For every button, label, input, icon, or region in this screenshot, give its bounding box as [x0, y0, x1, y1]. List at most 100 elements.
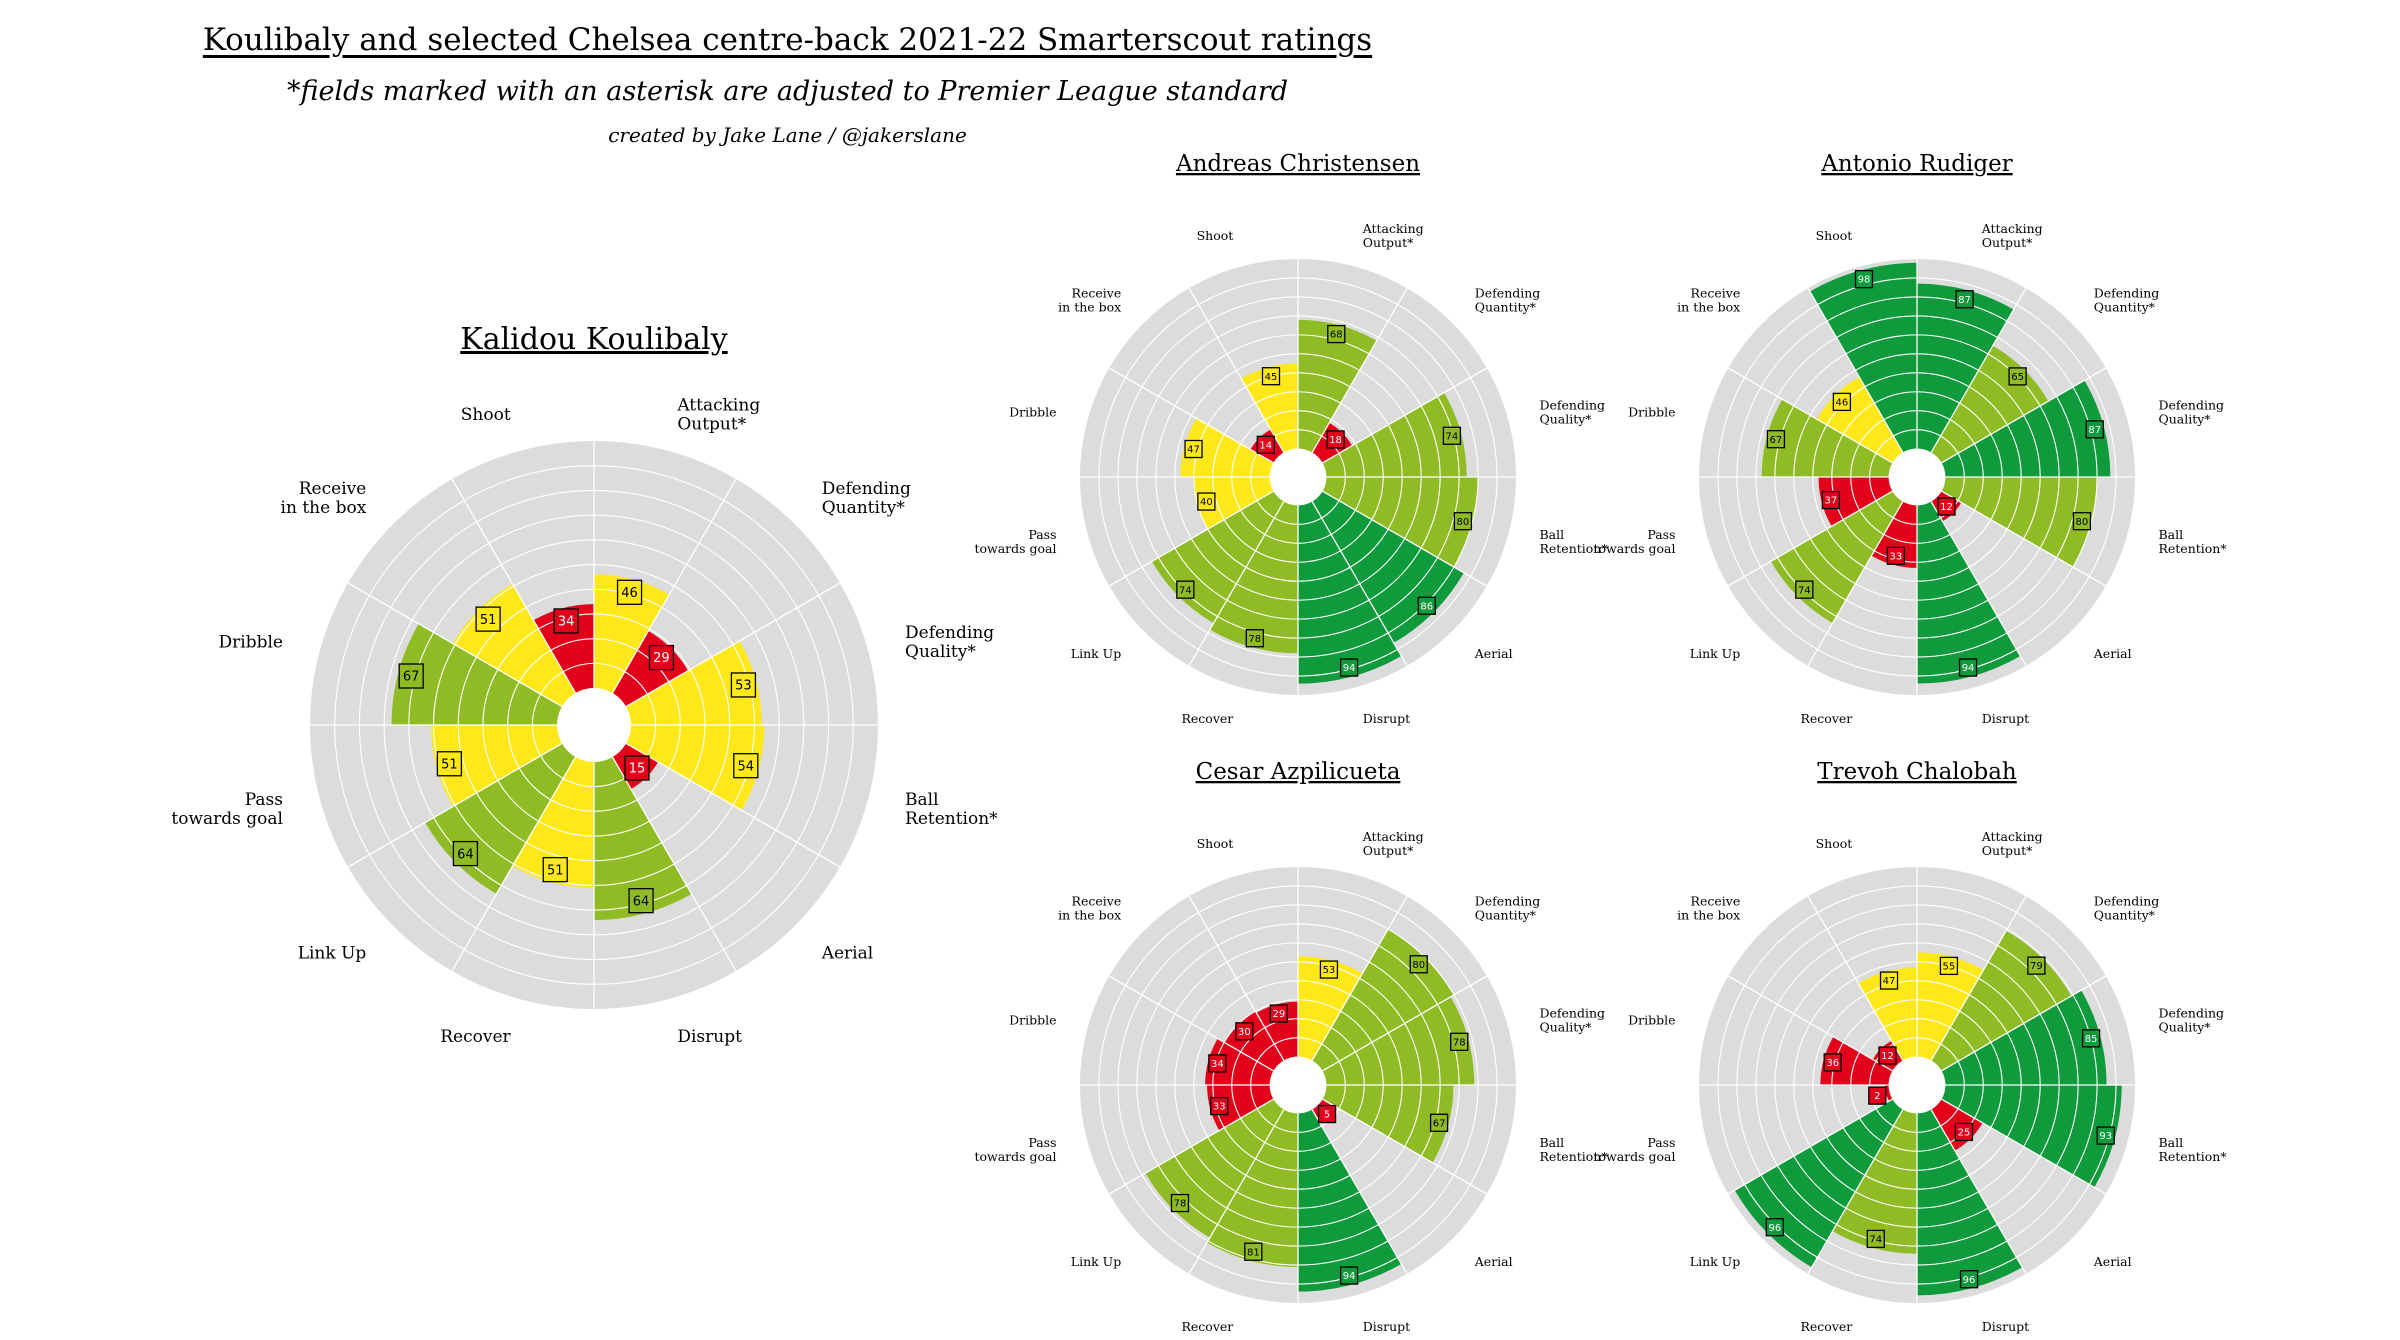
value-text: 80 — [2076, 517, 2089, 528]
category-label-attacking-output: Attacking Output* — [676, 395, 760, 434]
grid-spoke — [1322, 1098, 1488, 1195]
value-text: 53 — [1323, 965, 1336, 976]
grid-spoke — [1727, 367, 1893, 464]
grid-spoke — [1322, 490, 1488, 587]
value-label-dribble: 67 — [1766, 430, 1786, 449]
category-label-attacking-output: Attacking Output* — [1981, 221, 2043, 250]
grid-spoke — [611, 478, 737, 694]
value-box — [1210, 1096, 1229, 1116]
category-label-receive-in-the-box: Receive in the box — [1058, 286, 1121, 315]
bar-shoot — [1241, 363, 1298, 453]
value-box — [398, 663, 424, 689]
bar-pass-towards-goal — [431, 725, 563, 807]
value-label-pass-towards-goal: 33 — [1210, 1096, 1229, 1116]
value-label-recover: 74 — [1866, 1229, 1885, 1249]
category-label-disrupt: Disrupt — [1982, 1319, 2030, 1334]
category-label-dribble: Dribble — [1628, 405, 1675, 420]
category-label-pass-towards-goal: Pass towards goal — [974, 1135, 1056, 1164]
grid-spoke — [1930, 501, 2027, 667]
category-label-dribble: Dribble — [219, 633, 283, 653]
value-box — [628, 888, 654, 914]
value-label-link-up: 74 — [1795, 580, 1814, 599]
category-label-shoot: Shoot — [1197, 228, 1234, 243]
value-text: 45 — [1265, 372, 1278, 383]
value-text: 34 — [558, 615, 575, 630]
value-box — [1319, 960, 1339, 979]
grid-spoke — [1311, 501, 1408, 667]
value-label-dribble: 47 — [1184, 439, 1203, 459]
value-text: 2 — [1874, 1091, 1880, 1102]
bar-attacking-output — [1298, 319, 1377, 453]
value-label-shoot: 47 — [1879, 971, 1899, 990]
value-label-defending-quality: 78 — [1450, 1032, 1469, 1051]
value-box — [1937, 497, 1956, 516]
value-text: 53 — [735, 679, 752, 694]
bar-disrupt — [1298, 501, 1402, 684]
category-label-recover: Recover — [1801, 1319, 1853, 1334]
grid-spoke — [1188, 287, 1285, 453]
value-text: 47 — [1187, 445, 1200, 456]
category-label-aerial: Aerial — [2093, 646, 2132, 661]
value-box — [1821, 490, 1841, 510]
value-box — [1958, 658, 1978, 677]
category-label-pass-towards-goal: Pass towards goal — [1593, 527, 1675, 556]
value-label-dribble: 36 — [1823, 1053, 1842, 1072]
value-text: 80 — [1412, 960, 1425, 971]
category-label-ball-retention: Ball Retention* — [1539, 1135, 1608, 1164]
value-text: 96 — [1768, 1223, 1781, 1234]
value-text: 74 — [1179, 585, 1192, 596]
grid-spoke — [451, 756, 577, 972]
value-label-aerial: 12 — [1937, 497, 1956, 516]
radar-chart-antonio-rudiger: Antonio Rudiger 87 65 87 80 12 94 33 74 37 67 46 98 A… — [1593, 151, 2227, 726]
category-label-receive-in-the-box: Receive in the box — [1677, 894, 1740, 923]
background-wedge — [1728, 896, 1903, 1071]
value-text: 46 — [621, 586, 638, 601]
bar-pass-towards-goal — [1207, 1085, 1274, 1131]
grid-spoke — [1311, 287, 1408, 453]
bar-attacking-output — [1917, 283, 2014, 453]
category-label-defending-quality: Defending Quality* — [2158, 1006, 2224, 1035]
value-label-receive-in-the-box: 30 — [1235, 1022, 1254, 1041]
grid-spoke — [1727, 975, 1893, 1072]
value-text: 15 — [629, 762, 646, 777]
grid-spoke — [1807, 895, 1904, 1061]
value-text: 74 — [1446, 431, 1459, 442]
category-label-attacking-output: Attacking Output* — [1362, 829, 1424, 858]
value-text: 94 — [1343, 1271, 1356, 1282]
category-label-disrupt: Disrupt — [1363, 711, 1411, 726]
value-text: 64 — [633, 894, 650, 909]
category-label-disrupt: Disrupt — [1363, 1319, 1411, 1334]
bar-disrupt — [1917, 501, 2021, 684]
grid-spoke — [1311, 1109, 1408, 1275]
value-text: 47 — [1883, 976, 1896, 987]
value-text: 87 — [1958, 295, 1971, 306]
value-box — [1823, 1053, 1842, 1072]
value-text: 78 — [1174, 1199, 1187, 1210]
bar-defending-quality — [1941, 990, 2107, 1085]
value-text: 94 — [1343, 663, 1356, 674]
grid-spoke — [347, 582, 563, 708]
category-label-defending-quality: Defending Quality* — [1539, 398, 1605, 427]
value-text: 37 — [1825, 496, 1838, 507]
bar-recover — [512, 756, 594, 888]
category-label-recover: Recover — [1182, 1319, 1234, 1334]
value-box — [1184, 439, 1203, 459]
value-text: 79 — [2030, 961, 2043, 972]
value-label-receive-in-the-box: 46 — [1832, 392, 1852, 412]
value-label-defending-quantity: 65 — [2008, 367, 2027, 386]
value-label-pass-towards-goal: 51 — [436, 751, 463, 777]
value-label-pass-towards-goal: 40 — [1197, 492, 1216, 511]
value-label-attacking-output: 87 — [1955, 290, 1974, 309]
value-label-defending-quantity: 18 — [1326, 430, 1345, 449]
value-box — [1886, 546, 1906, 565]
radar-chart-title: Cesar Azpilicueta — [1196, 759, 1401, 785]
value-label-link-up: 74 — [1176, 580, 1195, 599]
value-box — [2027, 956, 2046, 975]
category-label-shoot: Shoot — [1816, 836, 1853, 851]
category-label-attacking-output: Attacking Output* — [1981, 829, 2043, 858]
category-label-defending-quantity: Defending Quantity* — [2094, 286, 2160, 315]
category-label-receive-in-the-box: Receive in the box — [1677, 286, 1740, 315]
grid-spoke — [1941, 975, 2107, 1072]
